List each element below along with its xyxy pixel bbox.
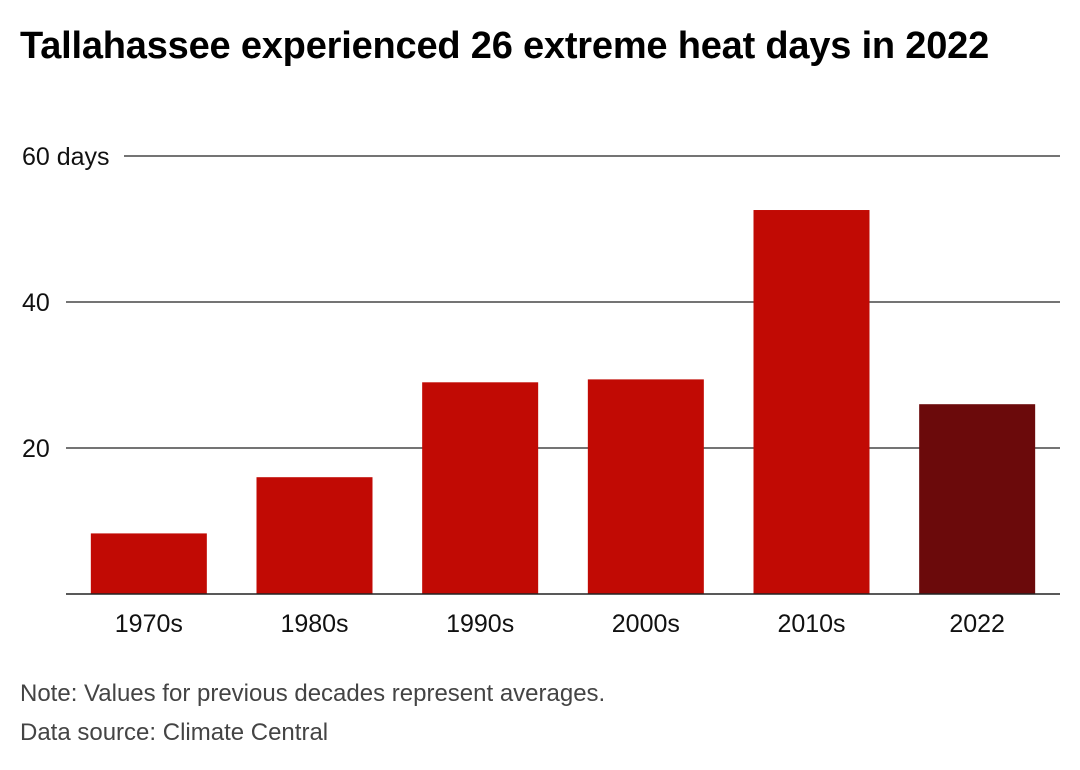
chart-note: Note: Values for previous decades repres… xyxy=(20,680,606,707)
bar-2010s xyxy=(753,210,870,594)
bar-chart: 20 40 60 days 1970s 1980s 1990s 2000s 2010s 2022 xyxy=(22,143,1060,638)
data-source: Data source: Climate Central xyxy=(20,719,329,746)
bar-2000s xyxy=(587,379,704,594)
bar-1970s xyxy=(90,533,207,594)
x-tick-label: 2000s xyxy=(612,610,680,638)
bar-1990s xyxy=(422,382,539,594)
bar-2022 xyxy=(919,404,1036,594)
y-tick-label: 20 xyxy=(22,435,50,463)
y-tick-label: 60 days xyxy=(22,143,110,171)
y-tick-label: 40 xyxy=(22,289,50,317)
chart-title: Tallahassee experienced 26 extreme heat … xyxy=(20,25,990,67)
x-tick-label: 2022 xyxy=(949,610,1005,638)
x-tick-label: 1990s xyxy=(446,610,514,638)
bar-1980s xyxy=(256,477,373,594)
x-tick-label: 1970s xyxy=(115,610,183,638)
x-tick-label: 1980s xyxy=(280,610,348,638)
x-tick-label: 2010s xyxy=(777,610,845,638)
